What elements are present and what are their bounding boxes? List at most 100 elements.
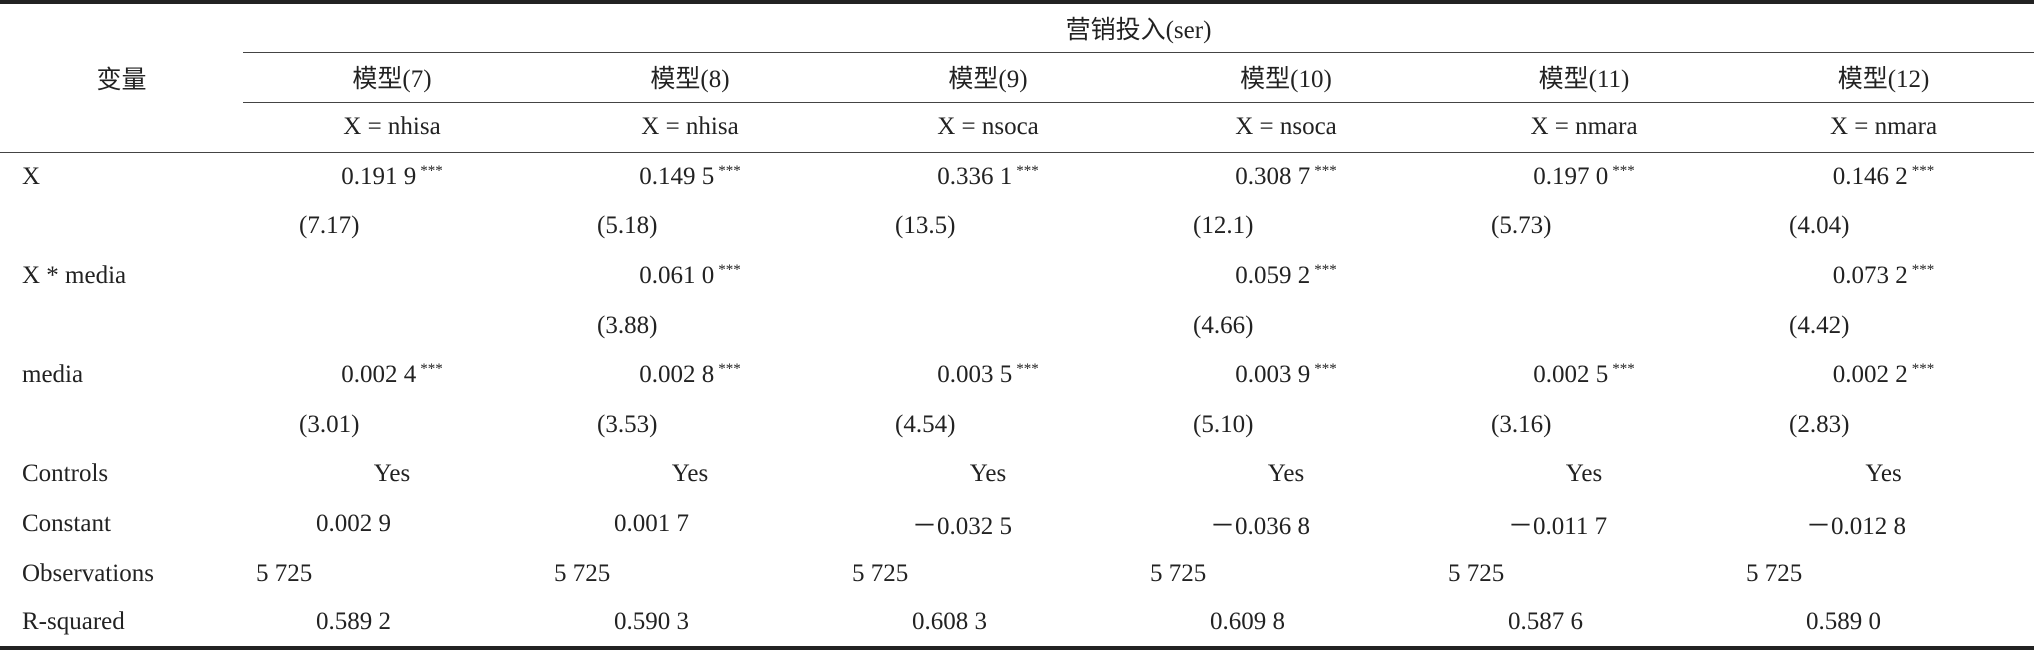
cell: Yes <box>373 460 411 488</box>
table-row: X * media 0.061 0 *** 0.059 2 *** 0.073 2 *** <box>0 251 2034 301</box>
cell: 5 725 <box>1746 559 1803 587</box>
cell: (12.1) <box>1193 212 1254 240</box>
table-row: (7.17) (5.18) (13.5) (12.1) (5.73) (4.04) <box>0 202 2034 252</box>
spec-header: X = nsoca <box>839 102 1137 153</box>
cell: (2.83) <box>1789 410 1850 438</box>
row-label <box>0 400 243 450</box>
group-header: 营销投入(ser) <box>243 2 2034 53</box>
coefficient: 0.002 8 <box>639 361 715 389</box>
coefficient: 0.336 1 <box>937 163 1013 191</box>
coefficient: 0.002 4 <box>341 361 417 389</box>
table-row: R-squared 0.589 2 0.590 3 0.608 3 0.609 8 0.5… <box>0 598 2034 648</box>
model-header: 模型(10) <box>1137 52 1435 103</box>
significance: *** <box>718 261 741 278</box>
coefficient: 0.002 2 <box>1832 361 1908 389</box>
cell: 0.073 2 *** <box>1733 251 2034 301</box>
cell: －0.012 8 <box>1806 512 1907 540</box>
significance: *** <box>1911 261 1935 278</box>
row-label: media <box>22 361 84 389</box>
row-label: R-squared <box>22 608 125 636</box>
cell: 0.609 8 <box>1210 608 1285 636</box>
table-row: Controls Yes Yes Yes Yes Yes Yes <box>0 450 2034 500</box>
cell: 0.590 3 <box>614 608 689 636</box>
cell: Yes <box>1565 460 1603 488</box>
cell <box>839 301 1137 351</box>
cell: 0.308 7 *** <box>1137 152 1435 202</box>
cell: (3.01) <box>299 410 360 438</box>
coefficient: 0.003 5 <box>937 361 1013 389</box>
table-body: X 0.191 9 *** 0.149 5 *** 0.336 1 *** 0.308 7 **… <box>0 152 2034 648</box>
cell: Yes <box>671 460 709 488</box>
significance: *** <box>1314 163 1337 180</box>
model-header: 模型(11) <box>1435 52 1733 103</box>
row-label: Constant <box>22 509 111 537</box>
cell: －0.032 5 <box>912 512 1013 540</box>
coefficient: 0.146 2 <box>1832 163 1908 191</box>
table-row: media 0.002 4 *** 0.002 8 *** 0.003 5 *** 0.003… <box>0 350 2034 400</box>
row-header: 变量 <box>0 2 243 153</box>
coefficient: 0.002 5 <box>1533 361 1609 389</box>
significance: *** <box>718 361 741 378</box>
cell: 0.003 9 *** <box>1137 350 1435 400</box>
cell: (5.10) <box>1193 410 1254 438</box>
cell: 0.146 2 *** <box>1733 152 2034 202</box>
cell: Yes <box>969 460 1007 488</box>
coefficient: 0.061 0 <box>639 261 715 289</box>
table-row: (3.01) (3.53) (4.54) (5.10) (3.16) (2.83) <box>0 400 2034 450</box>
significance: *** <box>420 361 443 378</box>
spec-header: X = nsoca <box>1137 102 1435 153</box>
model-header: 模型(12) <box>1733 52 2034 103</box>
cell: 0.589 0 <box>1806 608 1881 636</box>
cell: 0.002 2 *** <box>1733 350 2034 400</box>
cell: (5.73) <box>1491 212 1552 240</box>
cell: 0.061 0 *** <box>541 251 839 301</box>
cell: 0.608 3 <box>912 608 987 636</box>
table-row: Constant 0.002 9 0.001 7 －0.032 5 －0.036 8 －0… <box>0 499 2034 549</box>
coefficient: 0.073 2 <box>1832 261 1908 289</box>
cell: (13.5) <box>895 212 956 240</box>
cell: 0.059 2 *** <box>1137 251 1435 301</box>
cell: －0.036 8 <box>1210 512 1311 540</box>
significance: *** <box>1911 361 1935 378</box>
significance: *** <box>718 163 741 180</box>
cell: 0.003 5 *** <box>839 350 1137 400</box>
significance: *** <box>1911 163 1935 180</box>
cell: 5 725 <box>852 559 909 587</box>
cell: (5.18) <box>597 212 658 240</box>
cell: 0.191 9 *** <box>243 152 541 202</box>
spec-header: X = nmara <box>1435 102 1733 153</box>
significance: *** <box>1314 361 1337 378</box>
coefficient: 0.003 9 <box>1235 361 1311 389</box>
cell: 0.002 4 *** <box>243 350 541 400</box>
cell: 5 725 <box>256 559 313 587</box>
cell: 0.197 0 *** <box>1435 152 1733 202</box>
spec-header: X = nhisa <box>541 102 839 153</box>
cell: 0.001 7 <box>614 509 689 537</box>
significance: *** <box>1612 163 1635 180</box>
table-head: 变量 营销投入(ser) 模型(7) 模型(8) 模型(9) 模型(10) 模型(11) 模… <box>0 2 2034 153</box>
row-label: Controls <box>22 460 109 488</box>
cell <box>839 251 1137 301</box>
cell: (4.04) <box>1789 212 1850 240</box>
cell: 5 725 <box>1150 559 1207 587</box>
row-label <box>0 202 243 252</box>
row-label: Observations <box>22 559 154 587</box>
row-label <box>0 301 243 351</box>
model-header: 模型(7) <box>243 52 541 103</box>
table-row: (3.88) (4.66) (4.42) <box>0 301 2034 351</box>
cell: 0.002 8 *** <box>541 350 839 400</box>
cell: 0.149 5 *** <box>541 152 839 202</box>
significance: *** <box>1314 261 1337 278</box>
cell <box>243 301 541 351</box>
row-label: X <box>22 163 41 191</box>
cell: (3.53) <box>597 410 658 438</box>
significance: *** <box>1016 163 1039 180</box>
row-label: X * media <box>22 261 127 289</box>
significance: *** <box>1612 361 1635 378</box>
coefficient: 0.059 2 <box>1235 261 1311 289</box>
cell: 0.336 1 *** <box>839 152 1137 202</box>
model-header: 模型(8) <box>541 52 839 103</box>
spec-header: X = nmara <box>1733 102 2034 153</box>
cell: (7.17) <box>299 212 360 240</box>
